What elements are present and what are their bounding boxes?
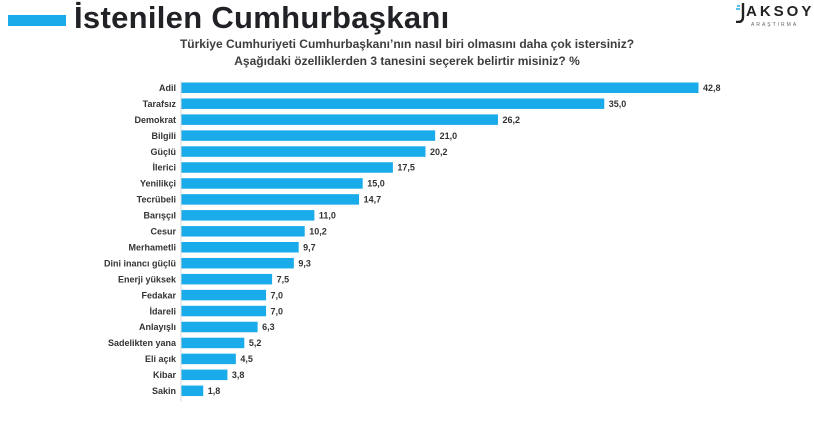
category-label: Merhametli — [128, 242, 176, 252]
value-label: 9,3 — [298, 258, 311, 268]
bar — [181, 162, 393, 173]
bar — [181, 289, 267, 301]
bar — [181, 257, 294, 269]
category-label: Adil — [159, 83, 176, 93]
value-label: 26,2 — [502, 115, 520, 125]
bar — [181, 98, 605, 109]
chart-question-line-2: Aşağıdaki özelliklerden 3 tanesini seçer… — [234, 54, 580, 68]
bar — [181, 305, 267, 317]
category-label: Tecrübeli — [137, 195, 176, 205]
value-label: 6,3 — [262, 322, 275, 332]
bar — [181, 210, 315, 221]
value-label: 21,0 — [440, 131, 458, 141]
value-label: 7,5 — [277, 274, 290, 284]
bar — [181, 369, 228, 381]
value-label: 10,2 — [309, 227, 327, 237]
bar — [181, 337, 245, 349]
bar — [181, 226, 305, 237]
category-label: Kibar — [153, 370, 177, 380]
bar — [181, 321, 258, 333]
category-label: Enerji yüksek — [118, 274, 177, 284]
category-label: Anlayışlı — [139, 322, 176, 332]
bar — [181, 194, 360, 205]
bar — [181, 353, 236, 365]
value-label: 7,0 — [271, 290, 284, 300]
chart-subtitle: Türkiye Cumhuriyeti Cumhurbaşkanı’nın na… — [0, 36, 814, 70]
bar — [181, 114, 498, 125]
bar — [181, 242, 299, 253]
value-label: 17,5 — [397, 163, 415, 173]
category-label: Tarafsız — [143, 99, 177, 109]
value-label: 3,8 — [232, 370, 245, 380]
bar — [181, 273, 273, 285]
bar — [181, 130, 436, 141]
value-label: 4,5 — [240, 354, 253, 364]
category-label: Sakin — [152, 386, 176, 396]
category-label: Barışçıl — [143, 211, 176, 221]
logo-subtext: ARAŞTIRMA — [751, 22, 799, 28]
category-label: Cesur — [150, 227, 176, 237]
value-label: 20,2 — [430, 147, 448, 157]
value-label: 35,0 — [609, 99, 627, 109]
brand-logo: AKSOY ARAŞTIRMA — [734, 3, 811, 39]
category-label: Bilgili — [152, 131, 177, 141]
value-label: 15,0 — [367, 179, 385, 189]
value-label: 5,2 — [249, 338, 262, 348]
value-label: 42,8 — [703, 83, 721, 93]
category-label: Yenilikçi — [140, 179, 176, 189]
bar — [181, 82, 699, 93]
chart-question-line-1: Türkiye Cumhuriyeti Cumhurbaşkanı’nın na… — [179, 37, 635, 51]
category-label: Demokrat — [134, 115, 176, 125]
category-label: Dini inancı güçlü — [104, 258, 176, 268]
value-label: 14,7 — [364, 195, 382, 205]
value-label: 1,8 — [208, 386, 221, 396]
logo-mark-icon — [736, 3, 745, 23]
category-label: Fedakar — [141, 290, 176, 300]
value-label: 9,7 — [303, 242, 316, 252]
category-label: Sadelikten yana — [108, 338, 177, 348]
category-label: İlerici — [152, 163, 176, 173]
bar — [181, 178, 363, 189]
title-accent-bar — [8, 15, 66, 26]
category-label: İdareli — [149, 306, 176, 316]
category-label: Eli açık — [145, 354, 177, 364]
bar — [181, 385, 204, 397]
logo-wordmark: AKSOY — [746, 3, 814, 20]
value-label: 11,0 — [319, 211, 336, 221]
category-label: Güçlü — [150, 147, 176, 157]
value-label: 7,0 — [271, 306, 284, 316]
bar — [181, 146, 426, 157]
page-title: İstenilen Cumhurbaşkanı — [74, 0, 450, 35]
